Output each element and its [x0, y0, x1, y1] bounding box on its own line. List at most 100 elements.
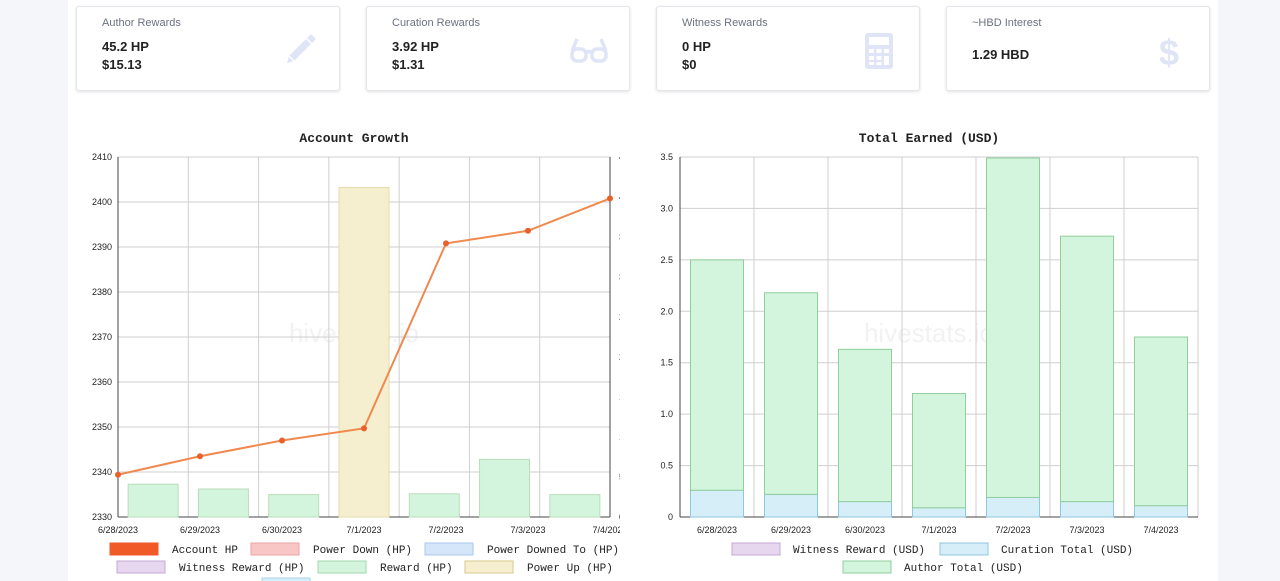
y-tick: 0.5: [660, 461, 673, 471]
card-label: Curation Rewards: [392, 17, 481, 29]
y-tick: 3.5: [660, 152, 673, 162]
legend-swatch: [116, 560, 166, 574]
bar-reward-hp-: [479, 458, 531, 518]
x-tick-label: 6/29/2023: [180, 525, 220, 535]
legend-label: Account HP: [172, 545, 238, 557]
bar-reward-hp-: [268, 494, 320, 518]
x-tick-label: 7/2/2023: [428, 525, 463, 535]
y-tick: 2.5: [660, 255, 673, 265]
x-tick-label: 6/30/2023: [262, 525, 302, 535]
x-tick-label: 6/30/2023: [845, 525, 885, 535]
point-account-hp: [115, 471, 121, 478]
y-tick-right: 25: [619, 312, 620, 322]
x-tick-label: 7/2/2023: [995, 525, 1030, 535]
bar-author-total-usd-: [838, 348, 892, 503]
y-tick: 0: [668, 512, 673, 522]
svg-text:$: $: [1159, 32, 1179, 71]
bar-author-total-usd-: [690, 259, 744, 491]
card-label: ~HBD Interest: [972, 17, 1042, 29]
x-tick-label: 7/4/2023: [1143, 525, 1178, 535]
y-tick: 2.0: [660, 306, 673, 316]
account-growth-chart: Account Growthhivestats.io23302340235023…: [92, 131, 620, 581]
y-tick: 1.0: [660, 409, 673, 419]
bar-author-total-usd-: [912, 393, 966, 509]
point-account-hp: [279, 437, 285, 444]
legend-swatch: [939, 542, 989, 556]
calculator-icon: [859, 31, 899, 71]
point-account-hp: [443, 240, 449, 247]
summary-card: Author Rewards 45.2 HP $15.13: [76, 6, 340, 91]
y-tick-right: 0: [619, 512, 620, 522]
summary-card: Witness Rewards 0 HP $0: [656, 6, 920, 91]
legend-label: Witness Reward (USD): [793, 545, 925, 557]
total-earned-chart: Total Earned (USD) hivestats.io 0 0.5 1.0 1.5…: [660, 131, 1199, 575]
bar-reward-hp-: [127, 483, 179, 518]
point-account-hp: [197, 453, 203, 460]
y-tick: 1.5: [660, 358, 673, 368]
legend-swatch: [731, 542, 781, 556]
glasses-icon: [569, 31, 609, 71]
legend-label: Power Up (HP): [527, 563, 613, 575]
x-tick-label: 7/1/2023: [921, 525, 956, 535]
point-account-hp: [607, 195, 613, 202]
card-label: Author Rewards: [102, 17, 181, 29]
bar-curation-total-usd-: [690, 489, 744, 518]
legend-swatch: [250, 542, 300, 556]
y-tick-left: 2350: [92, 422, 112, 432]
bar-author-total-usd-: [986, 157, 1040, 498]
card-value-primary: 45.2 HP: [102, 39, 149, 54]
y-tick-right: 30: [619, 272, 620, 282]
bar-author-total-usd-: [764, 292, 818, 495]
legend-swatch: [317, 560, 367, 574]
x-tick-label: 7/3/2023: [510, 525, 545, 535]
bar-reward-hp-: [408, 493, 460, 518]
y-tick-right: 10: [619, 432, 620, 442]
legend-label: Power Down (HP): [313, 545, 412, 557]
legend-label: Author Total (USD): [904, 563, 1023, 575]
y-tick-left: 2380: [92, 287, 112, 297]
legend-swatch: [261, 577, 311, 581]
summary-card: ~HBD Interest 1.29 HBD $: [946, 6, 1210, 91]
watermark: hivestats.io: [864, 318, 994, 348]
pencil-icon: [279, 31, 319, 71]
card-value-secondary: $15.13: [102, 57, 142, 72]
legend-swatch: [464, 560, 514, 574]
y-tick-right: 20: [619, 352, 620, 362]
y-tick-left: 2410: [92, 152, 112, 162]
point-account-hp: [361, 425, 367, 432]
x-tick-label: 7/1/2023: [346, 525, 381, 535]
y-tick-left: 2370: [92, 332, 112, 342]
chart-title: Total Earned (USD): [859, 131, 999, 146]
y-tick-left: 2330: [92, 512, 112, 522]
y-tick-right: 35: [619, 232, 620, 242]
legend-swatch: [842, 560, 892, 574]
bar-author-total-usd-: [1134, 336, 1188, 507]
legend-swatch: [109, 542, 159, 556]
card-value-primary: 3.92 HP: [392, 39, 439, 54]
legend-label: Reward (HP): [380, 563, 453, 575]
x-tick-label: 7/3/2023: [1069, 525, 1104, 535]
card-value-secondary: $1.31: [392, 57, 425, 72]
bar-reward-hp-: [197, 488, 249, 518]
y-tick-left: 2400: [92, 197, 112, 207]
legend-label: Power Downed To (HP): [487, 545, 619, 557]
card-label: Witness Rewards: [682, 17, 768, 29]
bar-curation-total-usd-: [838, 501, 892, 518]
bar-curation-total-usd-: [1134, 505, 1188, 518]
summary-card: Curation Rewards 3.92 HP $1.31: [366, 6, 630, 91]
card-value-primary: 1.29 HBD: [972, 47, 1030, 62]
legend-label: Curation Total (USD): [1001, 545, 1133, 557]
y-tick-left: 2360: [92, 377, 112, 387]
y-tick: 3.0: [660, 203, 673, 213]
chart-title: Account Growth: [299, 131, 408, 146]
y-tick-right: 45: [619, 152, 620, 162]
bar-curation-total-usd-: [912, 507, 966, 518]
legend-label: Witness Reward (HP): [179, 563, 304, 575]
x-tick-label: 6/29/2023: [771, 525, 811, 535]
y-tick-right: 40: [619, 192, 620, 202]
bar-curation-total-usd-: [764, 493, 818, 518]
x-tick-label: 6/28/2023: [98, 525, 138, 535]
card-value-secondary: $0: [682, 57, 697, 72]
bar-curation-total-usd-: [1060, 501, 1114, 518]
y-tick-right: 5: [619, 472, 620, 482]
